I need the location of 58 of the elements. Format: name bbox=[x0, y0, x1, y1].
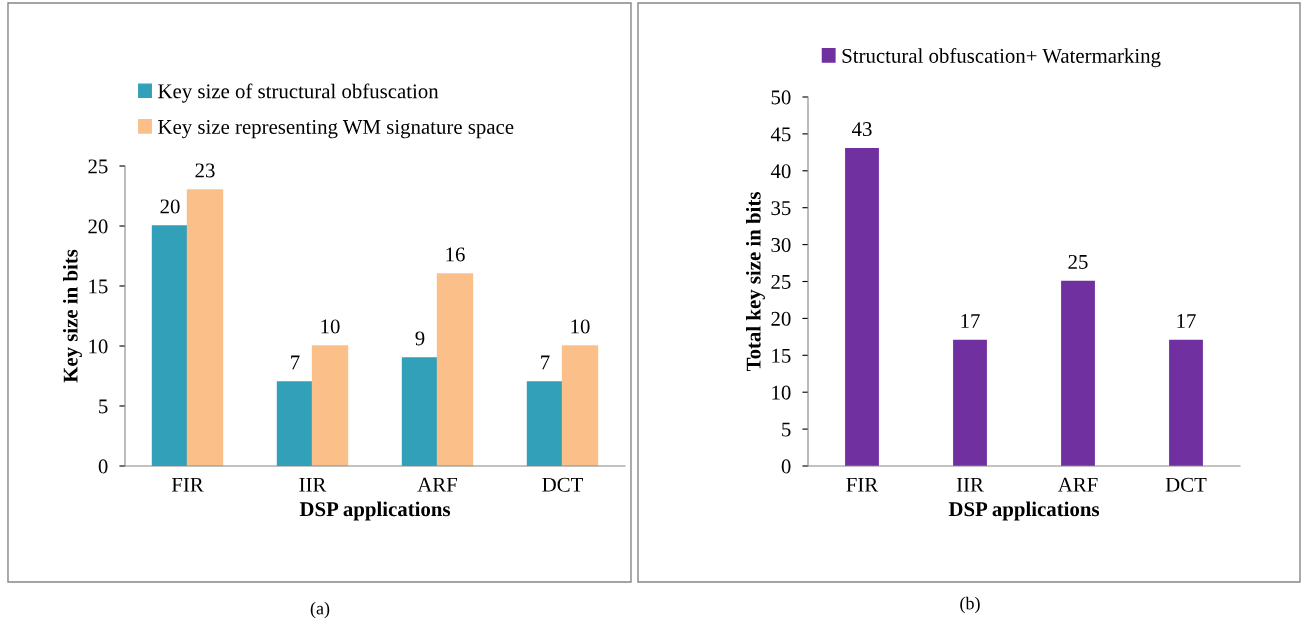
y-axis-title: Total key size in bits bbox=[745, 192, 765, 372]
bar bbox=[186, 189, 224, 466]
x-tick-label: ARF bbox=[1057, 477, 1098, 492]
data-label: 17 bbox=[1177, 314, 1196, 328]
data-label: 20 bbox=[160, 199, 180, 214]
legend-label: Key size of structural obfuscation bbox=[158, 83, 439, 103]
x-tick-label: FIR bbox=[171, 477, 204, 492]
y-tick-label: 25 bbox=[771, 274, 791, 289]
legend-label: Structural obfuscation+ Watermarking bbox=[842, 48, 1161, 68]
data-label: 25 bbox=[1068, 254, 1088, 269]
x-axis-title: DSP applications bbox=[948, 501, 1100, 521]
bar bbox=[526, 381, 564, 466]
y-tick-label: 0 bbox=[781, 459, 791, 474]
y-tick-label: 30 bbox=[771, 237, 791, 253]
data-label: 9 bbox=[415, 331, 425, 346]
x-tick-label: DCT bbox=[1165, 477, 1207, 492]
y-tick-label: 5 bbox=[782, 422, 791, 437]
bar bbox=[1061, 280, 1095, 466]
text: (a) bbox=[310, 601, 330, 619]
x-tick-label: FIR bbox=[846, 477, 879, 492]
bar bbox=[401, 357, 439, 466]
bar bbox=[276, 381, 314, 466]
text: (b) bbox=[960, 596, 980, 614]
y-tick-label: 5 bbox=[99, 399, 108, 414]
x-tick-label: IIR bbox=[956, 477, 984, 492]
data-label: 10 bbox=[321, 319, 340, 334]
bar bbox=[953, 339, 987, 466]
data-label: 17 bbox=[961, 314, 980, 328]
data-label: 23 bbox=[195, 163, 215, 178]
bar bbox=[561, 345, 599, 466]
data-label: 16 bbox=[446, 247, 465, 262]
x-axis-title: DSP applications bbox=[299, 501, 451, 521]
bar bbox=[845, 147, 879, 466]
bar bbox=[1169, 339, 1203, 466]
y-tick-label: 25 bbox=[88, 159, 108, 174]
y-tick-label: 20 bbox=[88, 219, 108, 234]
data-label: 7 bbox=[291, 355, 300, 370]
y-tick-label: 50 bbox=[771, 90, 791, 105]
y-tick-label: 10 bbox=[772, 385, 791, 400]
y-tick-label: 10 bbox=[89, 339, 108, 354]
y-tick-label: 15 bbox=[89, 279, 108, 294]
bar bbox=[311, 345, 349, 466]
y-tick-label: 45 bbox=[770, 127, 791, 142]
y-tick-label: 40 bbox=[770, 164, 791, 179]
y-tick-label: 35 bbox=[771, 201, 791, 216]
data-label: 7 bbox=[541, 355, 550, 370]
legend-label: Key size representing WM signature space bbox=[158, 119, 514, 139]
bar bbox=[151, 225, 189, 466]
data-label: 10 bbox=[571, 319, 590, 334]
y-tick-label: 0 bbox=[98, 459, 108, 474]
data-label: 43 bbox=[851, 122, 872, 137]
bar bbox=[436, 273, 474, 466]
x-tick-label: IIR bbox=[299, 477, 327, 492]
x-tick-label: ARF bbox=[417, 477, 458, 492]
y-tick-label: 20 bbox=[771, 311, 791, 326]
x-tick-label: DCT bbox=[542, 477, 583, 492]
y-tick-label: 15 bbox=[772, 348, 791, 363]
y-axis-title: Key size in bits bbox=[62, 249, 82, 383]
